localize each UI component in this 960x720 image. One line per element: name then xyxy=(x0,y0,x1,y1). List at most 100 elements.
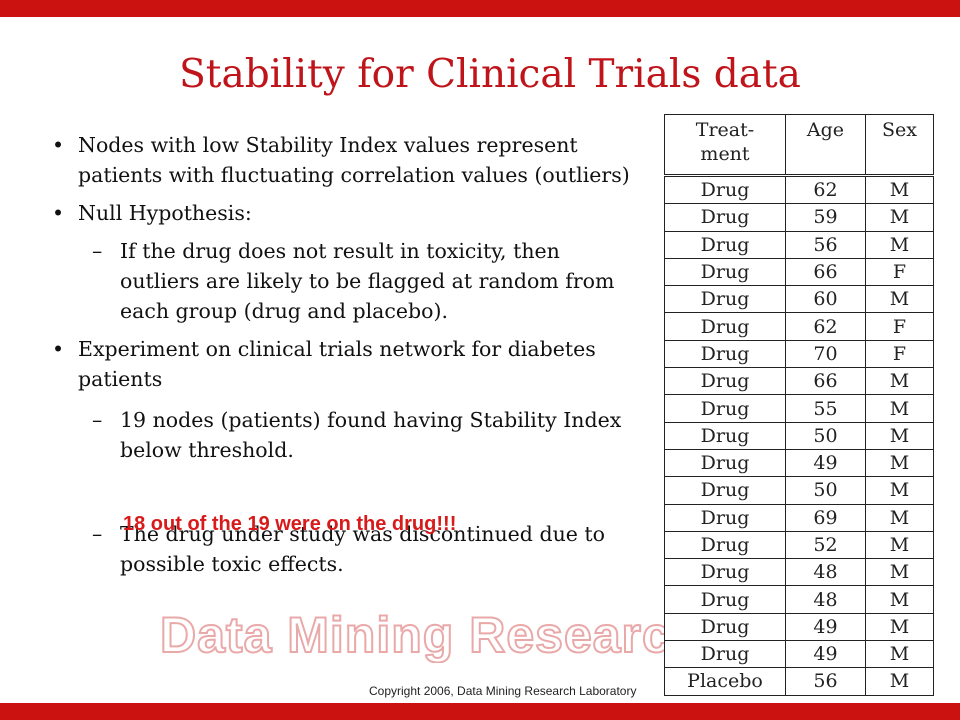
table-row: Drug 48 M xyxy=(664,585,934,614)
table-row: Drug 49 M xyxy=(664,448,934,478)
cell-age: 62 xyxy=(785,173,866,205)
table-row: Drug 60 M xyxy=(664,285,934,314)
bullet-item: Null Hypothesis: xyxy=(48,198,638,228)
cell-age: 52 xyxy=(785,530,866,560)
table-row: Drug 49 M xyxy=(664,612,934,642)
table-row: Drug 66 F xyxy=(664,257,934,287)
table-row: Drug 62 F xyxy=(664,312,934,341)
copyright-text: Copyright 2006, Data Mining Research Lab… xyxy=(369,684,637,698)
cell-sex: M xyxy=(865,503,934,532)
header-treatment: Treat- ment xyxy=(664,114,786,176)
bullet-text: Nodes with low Stability Index values re… xyxy=(78,133,630,187)
table-row: Drug 49 M xyxy=(664,640,934,669)
cell-treatment: Drug xyxy=(664,367,786,396)
cell-treatment: Drug xyxy=(664,173,786,205)
table-row: Placebo 56 M xyxy=(664,667,934,696)
table-row: Drug 69 M xyxy=(664,503,934,532)
cell-age: 48 xyxy=(785,558,866,587)
watermark-logo: Data Mining Research xyxy=(159,606,703,664)
cell-sex: M xyxy=(865,230,934,259)
cell-age: 56 xyxy=(785,667,866,696)
cell-age: 60 xyxy=(785,285,866,314)
table-row: Drug 66 M xyxy=(664,367,934,396)
cell-treatment: Drug xyxy=(664,585,786,614)
sub-bullet-text: 19 nodes (patients) found having Stabili… xyxy=(120,408,622,462)
cell-sex: F xyxy=(865,339,934,369)
cell-sex: F xyxy=(865,257,934,287)
cell-age: 70 xyxy=(785,339,866,369)
cell-treatment: Drug xyxy=(664,503,786,532)
bullet-text: Experiment on clinical trials network fo… xyxy=(78,337,596,391)
cell-treatment: Placebo xyxy=(664,667,786,696)
patient-table: Treat- ment Age Sex Drug 62 M Drug 59 M Drug 56… xyxy=(664,114,934,696)
table-row: Drug 50 M xyxy=(664,476,934,505)
table-row: Drug 55 M xyxy=(664,394,934,423)
table-row: Drug 59 M xyxy=(664,203,934,232)
cell-age: 59 xyxy=(785,203,866,232)
cell-age: 69 xyxy=(785,503,866,532)
table-row: Drug 56 M xyxy=(664,230,934,259)
top-accent-bar xyxy=(0,0,960,17)
sub-bullet-text: The drug under study was discontinued du… xyxy=(120,522,606,576)
cell-age: 50 xyxy=(785,421,866,450)
cell-sex: M xyxy=(865,476,934,505)
cell-treatment: Drug xyxy=(664,203,786,232)
cell-sex: M xyxy=(865,421,934,450)
cell-treatment: Drug xyxy=(664,640,786,669)
cell-treatment: Drug xyxy=(664,312,786,341)
table-row: Drug 70 F xyxy=(664,339,934,369)
cell-age: 48 xyxy=(785,585,866,614)
bullet-text: Null Hypothesis: xyxy=(78,201,252,225)
bullet-list: Nodes with low Stability Index values re… xyxy=(48,130,638,579)
cell-age: 49 xyxy=(785,612,866,642)
cell-sex: M xyxy=(865,640,934,669)
table-header-row: Treat- ment Age Sex xyxy=(664,114,934,176)
cell-age: 66 xyxy=(785,257,866,287)
table-row: Drug 48 M xyxy=(664,558,934,587)
cell-treatment: Drug xyxy=(664,558,786,587)
table-row: Drug 50 M xyxy=(664,421,934,450)
table-body: Drug 62 M Drug 59 M Drug 56 M Drug 66 F Drug 60 M Drug 6… xyxy=(664,173,934,696)
cell-treatment: Drug xyxy=(664,339,786,369)
cell-age: 49 xyxy=(785,448,866,478)
bullet-item: Experiment on clinical trials network fo… xyxy=(48,334,638,394)
cell-treatment: Drug xyxy=(664,612,786,642)
table-row: Drug 52 M xyxy=(664,530,934,560)
cell-treatment: Drug xyxy=(664,257,786,287)
cell-age: 62 xyxy=(785,312,866,341)
highlight-text: 18 out of the 19 were on the drug!!! xyxy=(123,513,457,535)
cell-sex: M xyxy=(865,394,934,423)
cell-age: 49 xyxy=(785,640,866,669)
cell-age: 66 xyxy=(785,367,866,396)
dash-marker: – xyxy=(92,522,103,546)
sub-bullet-item: – 19 nodes (patients) found having Stabi… xyxy=(48,405,638,465)
cell-treatment: Drug xyxy=(664,421,786,450)
cell-sex: M xyxy=(865,612,934,642)
cell-sex: M xyxy=(865,667,934,696)
dash-marker: – xyxy=(92,408,103,432)
dash-marker: – xyxy=(92,239,103,263)
sub-bullet-item: – If the drug does not result in toxicit… xyxy=(48,236,638,326)
cell-treatment: Drug xyxy=(664,448,786,478)
cell-sex: M xyxy=(865,448,934,478)
sub-bullet-item: – The drug under study was discontinued … xyxy=(48,519,638,579)
cell-sex: M xyxy=(865,173,934,205)
slide-title: Stability for Clinical Trials data xyxy=(179,52,801,97)
cell-age: 55 xyxy=(785,394,866,423)
cell-sex: M xyxy=(865,558,934,587)
table-row: Drug 62 M xyxy=(664,173,934,205)
cell-treatment: Drug xyxy=(664,394,786,423)
header-age: Age xyxy=(785,114,866,176)
sub-bullet-text: If the drug does not result in toxicity,… xyxy=(120,239,615,323)
cell-treatment: Drug xyxy=(664,285,786,314)
cell-treatment: Drug xyxy=(664,476,786,505)
cell-sex: F xyxy=(865,312,934,341)
bullet-item: Nodes with low Stability Index values re… xyxy=(48,130,638,190)
cell-treatment: Drug xyxy=(664,530,786,560)
cell-treatment: Drug xyxy=(664,230,786,259)
cell-age: 56 xyxy=(785,230,866,259)
cell-sex: M xyxy=(865,367,934,396)
cell-sex: M xyxy=(865,585,934,614)
cell-sex: M xyxy=(865,530,934,560)
data-table: Treat- ment Age Sex Drug 62 M Drug 59 M Drug 56… xyxy=(664,114,934,696)
